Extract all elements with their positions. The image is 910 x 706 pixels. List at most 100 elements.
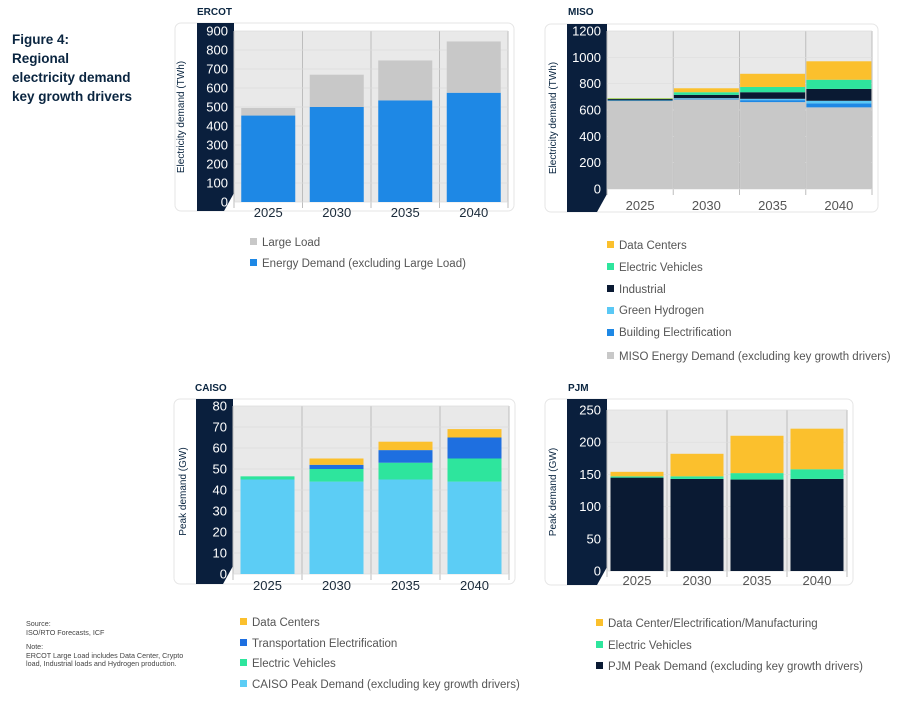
- legend-label: Energy Demand (excluding Large Load): [262, 257, 466, 270]
- bar-segment: [790, 478, 844, 571]
- bar-segment: [309, 469, 364, 482]
- bar-segment: [241, 115, 296, 202]
- legend-item: Electric Vehicles: [607, 262, 703, 274]
- bar-segment: [309, 481, 364, 574]
- bar-segment: [309, 464, 364, 469]
- y-tick-label: 20: [213, 525, 227, 540]
- bar-segment: [740, 92, 806, 99]
- y-axis-band: [196, 399, 233, 584]
- x-tick-label: 2025: [254, 205, 283, 220]
- bar-segment: [740, 86, 806, 93]
- y-tick-label: 600: [206, 81, 228, 96]
- y-tick-label: 250: [579, 403, 601, 418]
- source-text: ISO/RTO Forecasts, ICF: [26, 627, 105, 637]
- region-label: MISO: [568, 7, 594, 18]
- bar-segment: [378, 100, 433, 202]
- y-tick-label: 0: [594, 182, 601, 197]
- bar-segment: [740, 98, 806, 101]
- bar-segment: [446, 92, 501, 202]
- bar-segment: [673, 92, 739, 95]
- bar-segment: [673, 99, 739, 189]
- bar-segment: [607, 100, 673, 189]
- x-tick-label: 2025: [253, 578, 282, 593]
- bar-segment: [610, 476, 664, 478]
- legend-label: PJM Peak Demand (excluding key growth dr…: [608, 661, 864, 673]
- bar-segment: [378, 450, 433, 463]
- bar-segment: [446, 41, 501, 93]
- legend-swatch: [607, 241, 614, 249]
- note-text: ERCOT Large Load includes Data Center, C…: [26, 650, 184, 669]
- legend-label: Electric Vehicles: [608, 639, 692, 652]
- legend-item: Data Centers: [607, 240, 687, 252]
- bar-segment: [670, 478, 724, 571]
- legend-item: CAISO Peak Demand (excluding key growth …: [240, 679, 520, 691]
- legend-swatch: [240, 618, 247, 626]
- x-tick-label: 2040: [459, 205, 488, 220]
- bar-segment: [378, 462, 433, 480]
- bar-segment: [806, 100, 872, 104]
- y-tick-label: 10: [213, 546, 227, 561]
- y-tick-label: 30: [213, 504, 227, 519]
- legend-item: MISO Energy Demand (excluding key growth…: [607, 351, 891, 363]
- y-axis-band: [567, 24, 607, 212]
- y-tick-label: 400: [579, 129, 601, 144]
- y-tick-label: 0: [221, 195, 228, 210]
- x-tick-label: 2035: [391, 578, 420, 593]
- notes-block: Source: ISO/RTO Forecasts, ICF Note: ERC…: [26, 619, 196, 675]
- x-tick-label: 2025: [623, 573, 652, 588]
- legend-label: Large Load: [262, 237, 321, 249]
- legend-label: Electric Vehicles: [619, 261, 703, 274]
- bar-segment: [378, 441, 433, 451]
- bar-segment: [806, 88, 872, 101]
- legend-swatch: [240, 679, 247, 687]
- legend-label: Data Centers: [619, 240, 687, 252]
- y-tick-label: 150: [579, 467, 601, 482]
- x-tick-label: 2040: [803, 573, 832, 588]
- legend-swatch: [596, 662, 603, 670]
- figure-title: Figure 4: Regional electricity demand ke…: [12, 30, 162, 106]
- legend-label: Industrial: [619, 283, 666, 296]
- bar-segment: [447, 458, 502, 482]
- legend-item: Building Electrification: [607, 327, 732, 339]
- bar-segment: [241, 107, 296, 116]
- y-tick-label: 300: [206, 138, 228, 153]
- y-tick-label: 60: [213, 441, 227, 456]
- y-tick-label: 80: [213, 399, 227, 414]
- bar-segment: [447, 437, 502, 459]
- x-tick-label: 2040: [824, 198, 853, 213]
- figure-title-line: Regional: [12, 51, 70, 66]
- legend-item: PJM Peak Demand (excluding key growth dr…: [596, 661, 863, 673]
- y-axis-band: [567, 399, 607, 585]
- y-tick-label: 700: [206, 62, 228, 77]
- bar-segment: [740, 73, 806, 87]
- y-axis-band: [197, 23, 234, 211]
- x-tick-label: 2035: [391, 205, 420, 220]
- legend-item: Electric Vehicles: [240, 658, 336, 670]
- bar-segment: [673, 98, 739, 100]
- bar-segment: [240, 476, 295, 480]
- bar-segment: [673, 94, 739, 99]
- y-tick-label: 500: [206, 100, 228, 115]
- y-tick-label: 200: [579, 435, 601, 450]
- bar-segment: [607, 100, 673, 101]
- y-axis-label: Peak demand (GW): [178, 447, 189, 535]
- bar-segment: [806, 79, 872, 89]
- bar-segment: [378, 479, 433, 574]
- legend-label: Transportation Electrification: [252, 637, 398, 650]
- bar-segment: [309, 107, 364, 202]
- bar-segment: [740, 100, 806, 103]
- region-label: CAISO: [195, 383, 227, 394]
- y-axis-label: Electricity demand (TWh): [548, 62, 559, 174]
- y-tick-label: 200: [579, 155, 601, 170]
- figure-title-line: Figure 4:: [12, 32, 70, 47]
- y-tick-label: 100: [579, 499, 601, 514]
- legend-swatch: [607, 352, 614, 360]
- pjm-legend: Data Center/Electrification/Manufacturin…: [596, 618, 906, 688]
- miso-legend: Data Centers Electric Vehicles Industrial G…: [607, 240, 907, 370]
- bar-segment: [610, 471, 664, 477]
- y-axis-label: Electricity demand (TWh): [176, 61, 187, 173]
- x-tick-label: 2030: [322, 578, 351, 593]
